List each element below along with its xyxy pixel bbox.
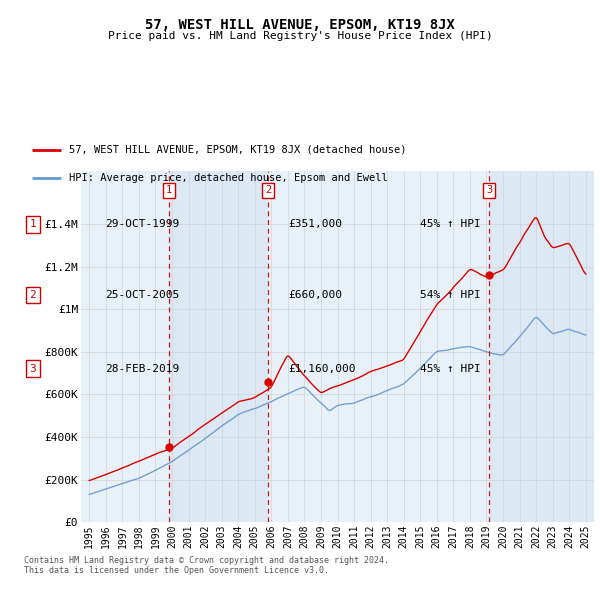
Text: £1,160,000: £1,160,000 [288,364,355,373]
Text: 2: 2 [265,185,271,195]
Text: 25-OCT-2005: 25-OCT-2005 [105,290,179,300]
Text: HPI: Average price, detached house, Epsom and Ewell: HPI: Average price, detached house, Epso… [69,173,388,183]
Text: £351,000: £351,000 [288,219,342,229]
Text: 29-OCT-1999: 29-OCT-1999 [105,219,179,229]
Text: 2: 2 [29,290,37,300]
Text: 28-FEB-2019: 28-FEB-2019 [105,364,179,373]
Text: 54% ↑ HPI: 54% ↑ HPI [420,290,481,300]
Text: Price paid vs. HM Land Registry's House Price Index (HPI): Price paid vs. HM Land Registry's House … [107,31,493,41]
Text: 45% ↑ HPI: 45% ↑ HPI [420,219,481,229]
Text: 3: 3 [486,185,492,195]
Bar [489,171,594,522]
Text: 3: 3 [29,364,37,373]
Text: 45% ↑ HPI: 45% ↑ HPI [420,364,481,373]
Text: 57, WEST HILL AVENUE, EPSOM, KT19 8JX: 57, WEST HILL AVENUE, EPSOM, KT19 8JX [145,18,455,32]
Bar [81,171,169,522]
Bar [169,171,268,522]
Text: 1: 1 [166,185,172,195]
Text: £660,000: £660,000 [288,290,342,300]
Text: 57, WEST HILL AVENUE, EPSOM, KT19 8JX (detached house): 57, WEST HILL AVENUE, EPSOM, KT19 8JX (d… [69,145,406,155]
Bar [268,171,489,522]
Text: 1: 1 [29,219,37,229]
Text: Contains HM Land Registry data © Crown copyright and database right 2024.
This d: Contains HM Land Registry data © Crown c… [24,556,389,575]
